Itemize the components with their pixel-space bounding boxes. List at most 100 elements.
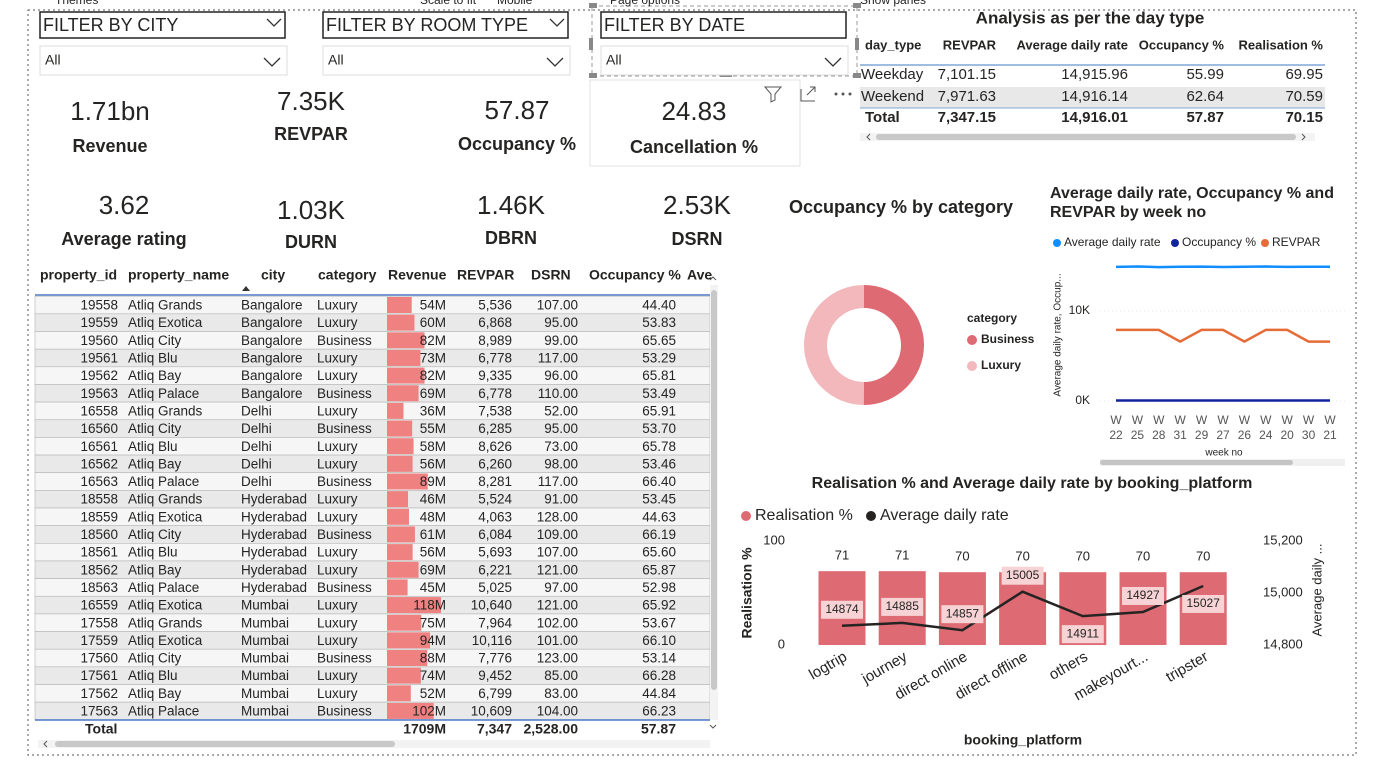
donut-slice bbox=[804, 285, 864, 405]
table-cell: 66.28 bbox=[642, 668, 676, 683]
total-cell: 2,528.00 bbox=[524, 721, 579, 737]
table-cell: 46M bbox=[420, 492, 446, 507]
table-cell: Mumbai bbox=[241, 615, 289, 630]
table-cell: Luxury bbox=[317, 439, 358, 454]
revenue-bar bbox=[387, 367, 425, 384]
column-header: property_name bbox=[128, 267, 229, 283]
table-cell: 17559 bbox=[80, 633, 118, 648]
table-title: Analysis as per the day type bbox=[976, 8, 1205, 27]
legend-label: Realisation % bbox=[755, 507, 853, 524]
data-label: 70 bbox=[1136, 549, 1150, 564]
data-label-background bbox=[1122, 586, 1164, 605]
dropdown-chevron[interactable] bbox=[263, 57, 281, 67]
table-cell: Mumbai bbox=[241, 651, 289, 666]
data-label: 70 bbox=[1015, 549, 1029, 564]
table-cell: 65.91 bbox=[642, 403, 676, 418]
table-cell: 53.67 bbox=[642, 615, 676, 630]
data-label: 70 bbox=[1076, 549, 1090, 564]
revenue-bar bbox=[387, 491, 409, 508]
table-cell: Bangalore bbox=[241, 333, 303, 348]
table-cell: 16562 bbox=[80, 456, 118, 471]
table-cell: 53.14 bbox=[642, 651, 676, 666]
scrollbar-thumb[interactable] bbox=[55, 741, 395, 747]
table-cell: 128.00 bbox=[537, 509, 578, 524]
kpi-label: REVPAR bbox=[274, 124, 348, 144]
filter-chevron[interactable] bbox=[549, 18, 565, 27]
focus-icon[interactable] bbox=[800, 86, 816, 102]
table-cell: Bangalore bbox=[241, 368, 303, 383]
y2-axis-title: Average daily ... bbox=[1309, 544, 1324, 637]
chart-title: Average daily rate, Occupancy % and REVP… bbox=[1050, 185, 1334, 221]
table-cell: Weekend bbox=[861, 88, 924, 105]
table-cell: 18558 bbox=[80, 492, 118, 507]
data-label: 14911 bbox=[1067, 626, 1100, 640]
table-cell: 7,101.15 bbox=[938, 66, 996, 83]
scroll-down[interactable] bbox=[709, 724, 717, 729]
sort-indicator bbox=[242, 286, 250, 291]
scrollbar-thumb[interactable] bbox=[711, 290, 717, 690]
scroll-left[interactable] bbox=[866, 133, 871, 141]
y-tick-label: 100 bbox=[763, 532, 785, 547]
table-cell: Atliq Blu bbox=[128, 439, 178, 454]
column-header: Average daily rate bbox=[1016, 37, 1128, 52]
table-cell: 5,025 bbox=[478, 580, 512, 595]
table-cell: 19562 bbox=[80, 368, 118, 383]
data-label: 14857 bbox=[946, 606, 980, 620]
legend-marker bbox=[967, 361, 977, 371]
filter-title: FILTER BY ROOM TYPE bbox=[326, 15, 528, 35]
more-options-icon[interactable] bbox=[834, 92, 852, 96]
column-header: Revenue bbox=[388, 267, 447, 283]
table-cell: 5,536 bbox=[478, 298, 512, 313]
data-label: 15005 bbox=[1006, 568, 1040, 582]
column-header: category bbox=[318, 267, 377, 283]
filter-dropdown[interactable] bbox=[322, 45, 571, 76]
table-cell: 6,868 bbox=[478, 315, 512, 330]
dropdown-chevron[interactable] bbox=[824, 57, 842, 67]
table-cell: 117.00 bbox=[538, 474, 578, 489]
table-cell: 94M bbox=[420, 633, 446, 648]
table-cell: 107.00 bbox=[537, 545, 578, 560]
table-cell: Hyderabad bbox=[241, 509, 307, 524]
table-cell: Delhi bbox=[241, 474, 272, 489]
scrollbar-thumb[interactable] bbox=[876, 134, 1296, 140]
scroll-up[interactable] bbox=[709, 276, 717, 281]
table-cell: 44.84 bbox=[642, 686, 676, 701]
table-cell: 96.00 bbox=[544, 368, 578, 383]
total-cell: 14,916.01 bbox=[1061, 109, 1128, 126]
revenue-bar bbox=[387, 544, 413, 561]
table-cell: 16559 bbox=[80, 598, 118, 613]
filter-selection: All bbox=[606, 52, 622, 68]
revenue-bar bbox=[387, 455, 413, 472]
scroll-right[interactable] bbox=[1301, 133, 1306, 141]
table-cell: Atliq Exotica bbox=[128, 509, 203, 524]
table-cell: 95.00 bbox=[544, 421, 578, 436]
filter-chevron[interactable] bbox=[266, 18, 282, 27]
y-tick-label: 0K bbox=[1075, 393, 1090, 407]
scroll-left[interactable] bbox=[43, 740, 48, 748]
table-cell: Business bbox=[317, 580, 372, 595]
revenue-bar bbox=[387, 650, 428, 666]
table-cell: 65.65 bbox=[642, 333, 676, 348]
filter-dropdown[interactable] bbox=[600, 45, 849, 76]
table-cell: Mumbai bbox=[241, 704, 289, 719]
data-label: 15027 bbox=[1187, 596, 1221, 610]
revenue-bar bbox=[387, 297, 412, 313]
table-cell: Hyderabad bbox=[241, 492, 307, 507]
kpi-label: DBRN bbox=[485, 228, 537, 248]
scrollbar-thumb[interactable] bbox=[1100, 460, 1293, 465]
toolbar-item: Show panes bbox=[860, 0, 926, 7]
table-cell: 53.49 bbox=[642, 386, 676, 401]
legend-label: REVPAR bbox=[1272, 235, 1321, 249]
donut-slice bbox=[863, 285, 925, 405]
dropdown-chevron[interactable] bbox=[546, 57, 564, 67]
table-cell: Luxury bbox=[317, 456, 358, 471]
table-cell: 53.29 bbox=[642, 351, 676, 366]
x-tick-label: W 28 bbox=[1152, 413, 1166, 442]
x-tick-label: W 20 bbox=[1280, 413, 1294, 442]
total-cell: 57.87 bbox=[1186, 109, 1224, 126]
filter-dropdown[interactable] bbox=[39, 45, 288, 76]
table-cell: Luxury bbox=[317, 686, 358, 701]
table-cell: 9,452 bbox=[478, 668, 512, 683]
filter-icon[interactable] bbox=[763, 86, 783, 103]
table-cell: Delhi bbox=[241, 403, 272, 418]
